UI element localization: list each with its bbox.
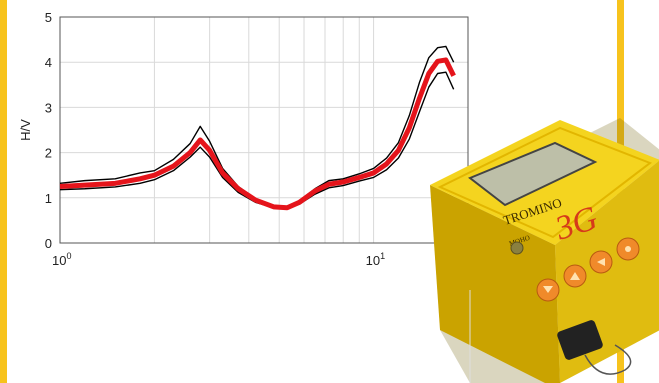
usb-port xyxy=(557,320,603,360)
lcd-screen xyxy=(468,141,598,207)
arrow-left-icon xyxy=(597,258,605,266)
series-group xyxy=(59,45,456,211)
y-tick-label: 4 xyxy=(45,55,52,70)
device-side-face xyxy=(430,185,560,383)
y-tick-label: 3 xyxy=(45,100,52,115)
left-frame-bar xyxy=(0,0,7,383)
ok-dot-icon xyxy=(625,246,631,252)
device-top-bevel xyxy=(437,126,653,239)
arrow-down-icon xyxy=(543,286,553,293)
power-indicator xyxy=(510,241,524,255)
port-cable xyxy=(584,344,632,375)
y-tick-label: 2 xyxy=(45,146,52,161)
arrow-up-icon xyxy=(570,272,580,280)
y-tick-label: 1 xyxy=(45,191,52,206)
y-tick-label: 0 xyxy=(45,236,52,251)
plot-area xyxy=(59,16,469,244)
hv-mean-curve xyxy=(59,57,456,211)
y-tick-label: 5 xyxy=(45,10,52,25)
y-axis-label: H/V xyxy=(18,119,33,141)
